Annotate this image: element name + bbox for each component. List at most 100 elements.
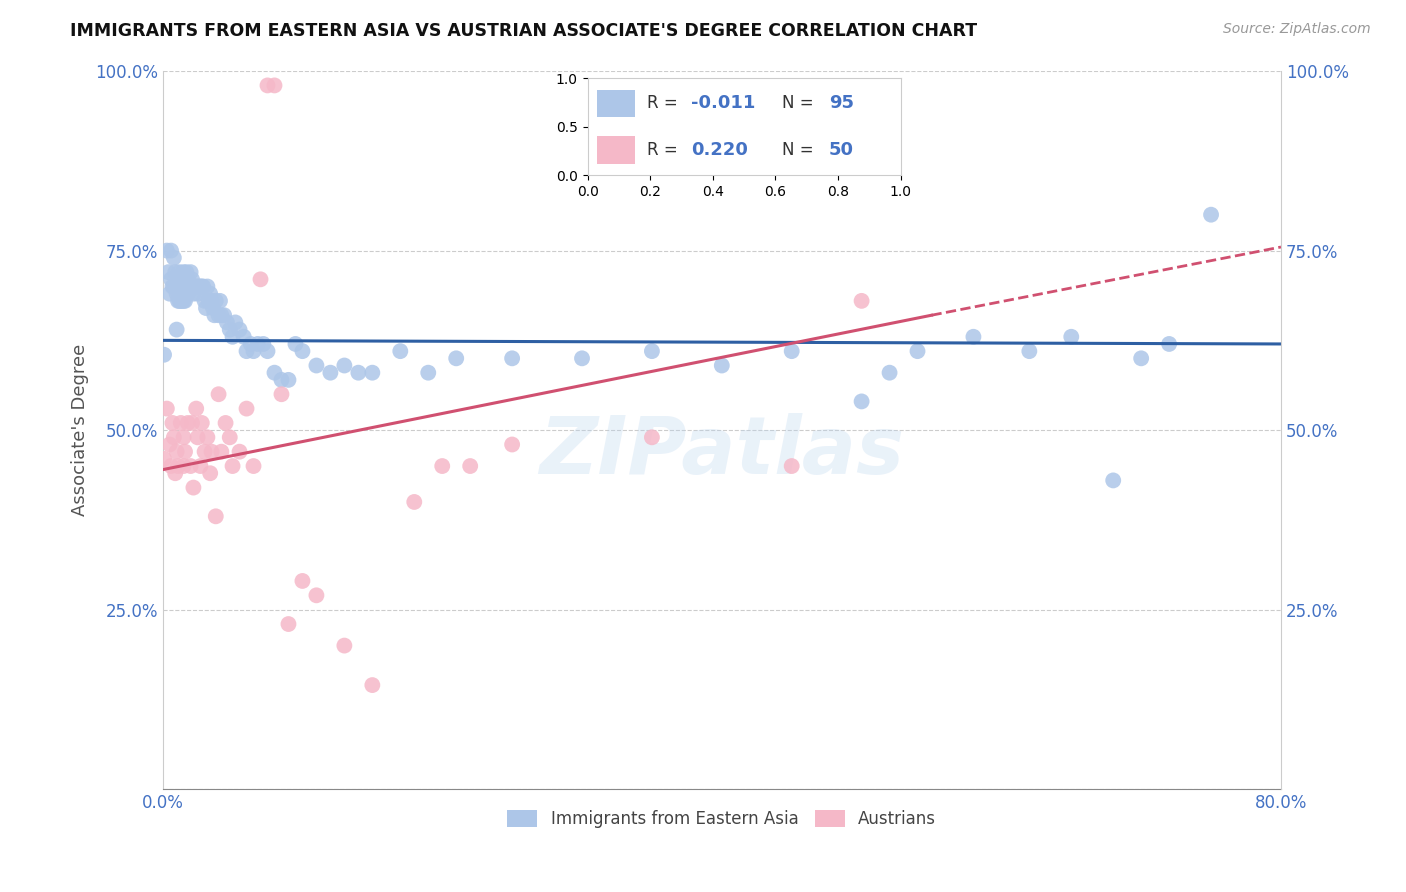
Point	[190, 279, 212, 293]
Point	[177, 286, 200, 301]
Point	[167, 293, 190, 308]
Text: IMMIGRANTS FROM EASTERN ASIA VS AUSTRIAN ASSOCIATE'S DEGREE CORRELATION CHART: IMMIGRANTS FROM EASTERN ASIA VS AUSTRIAN…	[70, 22, 977, 40]
Point	[181, 272, 204, 286]
Text: Source: ZipAtlas.com: Source: ZipAtlas.com	[1223, 22, 1371, 37]
Point	[284, 337, 307, 351]
Point	[200, 293, 222, 308]
Point	[163, 279, 186, 293]
Point	[184, 279, 207, 293]
Point	[176, 265, 198, 279]
Point	[169, 293, 191, 308]
Point	[361, 366, 384, 380]
Point	[153, 348, 176, 362]
Point	[194, 293, 217, 308]
Point	[228, 323, 250, 337]
Point	[263, 78, 285, 93]
Point	[180, 458, 202, 473]
Text: ZIPatlas: ZIPatlas	[540, 413, 904, 491]
Point	[256, 78, 278, 93]
Point	[162, 279, 184, 293]
Point	[177, 272, 200, 286]
Point	[173, 293, 195, 308]
Point	[501, 351, 523, 366]
Point	[218, 430, 240, 444]
Point	[172, 293, 194, 308]
Point	[263, 366, 285, 380]
Point	[270, 373, 292, 387]
Point	[183, 286, 205, 301]
Point	[207, 308, 229, 322]
Point	[159, 437, 181, 451]
Point	[641, 430, 664, 444]
Point	[851, 394, 873, 409]
Point	[181, 416, 204, 430]
Point	[180, 279, 202, 293]
Point	[166, 444, 188, 458]
Point	[177, 416, 200, 430]
Point	[404, 495, 426, 509]
Point	[187, 430, 209, 444]
Point	[173, 458, 195, 473]
Point	[174, 272, 197, 286]
Point	[170, 279, 193, 293]
Point	[193, 279, 215, 293]
Point	[165, 279, 187, 293]
Point	[200, 444, 222, 458]
Point	[198, 467, 221, 481]
Point	[176, 279, 198, 293]
Point	[256, 344, 278, 359]
Point	[160, 244, 183, 258]
Point	[181, 279, 204, 293]
Point	[174, 293, 197, 308]
Point	[214, 416, 236, 430]
Point	[242, 344, 264, 359]
Point	[1102, 474, 1125, 488]
Point	[197, 279, 219, 293]
Y-axis label: Associate's Degree: Associate's Degree	[72, 344, 89, 516]
Point	[221, 458, 243, 473]
Point	[156, 244, 179, 258]
Point	[173, 430, 195, 444]
Point	[167, 458, 190, 473]
Point	[1060, 330, 1083, 344]
Point	[641, 344, 664, 359]
Point	[501, 437, 523, 451]
Point	[291, 344, 314, 359]
Point	[160, 458, 183, 473]
Point	[174, 444, 197, 458]
Point	[165, 265, 187, 279]
Point	[907, 344, 929, 359]
Point	[333, 359, 356, 373]
Point	[170, 293, 193, 308]
Point	[204, 509, 226, 524]
Point	[159, 286, 181, 301]
Point	[162, 416, 184, 430]
Point	[204, 293, 226, 308]
Point	[458, 458, 481, 473]
Point	[173, 265, 195, 279]
Point	[170, 416, 193, 430]
Point	[239, 337, 262, 351]
Point	[187, 286, 209, 301]
Point	[212, 308, 235, 322]
Point	[186, 279, 208, 293]
Point	[1159, 337, 1181, 351]
Point	[156, 401, 179, 416]
Point	[194, 444, 217, 458]
Point	[432, 458, 454, 473]
Point	[165, 467, 187, 481]
Point	[191, 279, 214, 293]
Point	[202, 308, 225, 322]
Point	[207, 387, 229, 401]
Point	[167, 272, 190, 286]
Point	[252, 337, 274, 351]
Point	[389, 344, 412, 359]
Point	[209, 308, 232, 322]
Point	[169, 265, 191, 279]
Point	[195, 301, 218, 315]
Point	[190, 458, 212, 473]
Point	[418, 366, 440, 380]
Point	[201, 301, 224, 315]
Point	[228, 444, 250, 458]
Point	[224, 315, 246, 329]
